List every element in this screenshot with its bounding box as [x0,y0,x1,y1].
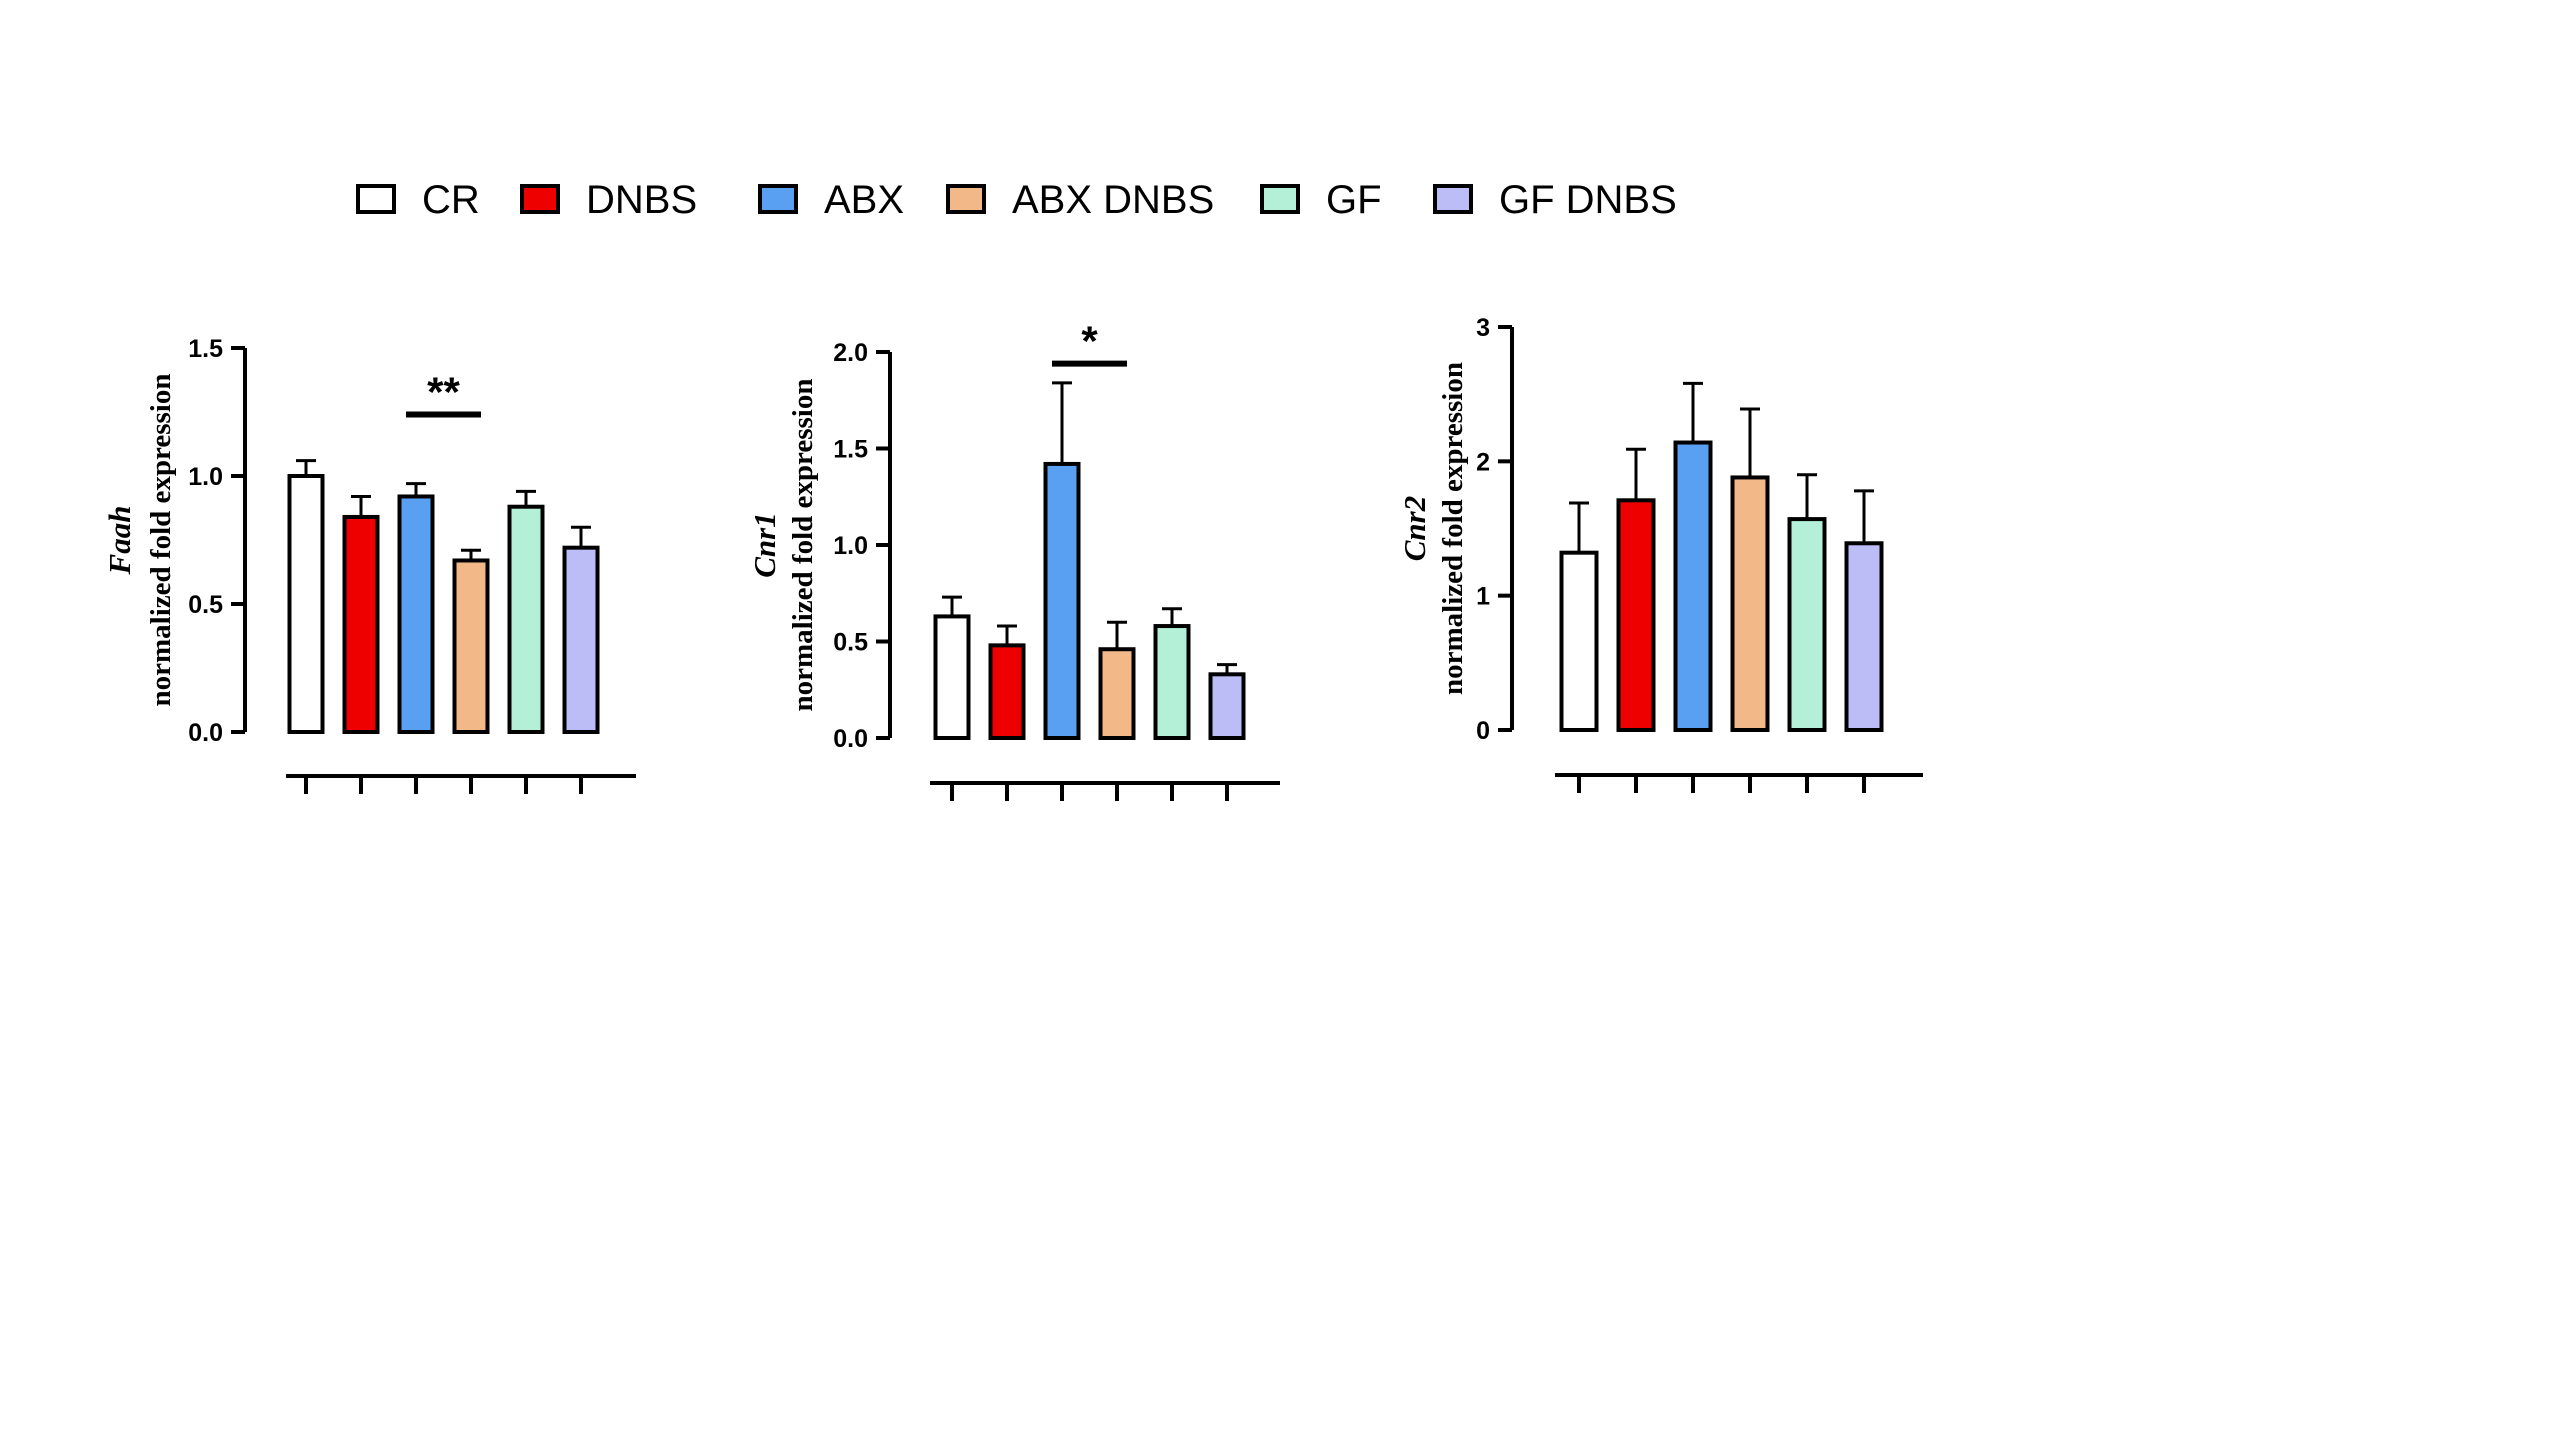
bar-0 [1559,550,1599,732]
y-axis-label: normalized fold expression [1437,362,1469,695]
y-tick-label: 0.5 [833,629,868,657]
bar-0 [287,474,325,734]
bar-3 [1098,647,1136,740]
legend-label-4: GF [1326,178,1382,222]
bar-5 [562,545,600,734]
legend-swatch-3 [946,184,986,214]
bar-1 [988,643,1026,740]
legend-swatch-4 [1260,184,1300,214]
y-tick-label: 3 [1476,314,1490,342]
y-axis-label: normalized fold expression [145,374,177,707]
y-tick-label: 0.0 [188,719,223,747]
bar-2 [1673,440,1713,732]
faah-panel: 0.0 0.5 1.0 1.5 normalized fold expressionFa… [102,335,636,794]
bar-1 [1616,498,1656,733]
legend-label-5: GF DNBS [1499,178,1677,222]
significance-label: ** [427,369,460,416]
y-tick-label: 2 [1476,448,1490,476]
bar-1 [342,514,380,735]
bar-4 [1787,517,1827,733]
gene-name-label: Cnr2 [1397,496,1432,561]
y-tick-label: 1.5 [833,436,868,464]
significance-label: * [1081,318,1098,365]
cnr1-panel: 0.0 0.5 1.0 1.5 2.0 normalized fold expressio… [747,318,1280,801]
y-tick-label: 1.5 [188,335,223,363]
y-tick-label: 1 [1476,583,1490,611]
bar-3 [452,558,490,734]
y-tick-label: 0.0 [833,725,868,753]
gene-name-label: Faah [102,506,137,576]
y-tick-label: 0.5 [188,591,223,619]
legend-label-0: CR [422,178,480,222]
bar-2 [397,494,435,735]
legend-swatch-0 [356,184,396,214]
legend-swatch-1 [520,184,560,214]
y-axis-label: normalized fold expression [787,379,819,712]
bar-5 [1844,541,1884,732]
y-tick-label: 0 [1476,717,1490,745]
legend-swatch-2 [758,184,798,214]
y-tick-label: 2.0 [833,339,868,367]
legend-label-2: ABX [824,178,904,222]
y-tick-label: 1.0 [188,463,223,491]
bar-0 [933,614,971,740]
bar-5 [1208,672,1246,740]
legend-label-1: DNBS [586,178,697,222]
gene-name-label: Cnr1 [747,512,782,577]
legend: CR DNBS ABX ABX DNBS GF GF DNBS [356,178,1677,222]
bar-4 [507,504,545,734]
bar-2 [1043,461,1081,740]
bar-4 [1153,624,1191,740]
legend-label-3: ABX DNBS [1012,178,1214,222]
bar-3 [1730,475,1770,732]
legend-swatch-5 [1433,184,1473,214]
y-tick-label: 1.0 [833,532,868,560]
